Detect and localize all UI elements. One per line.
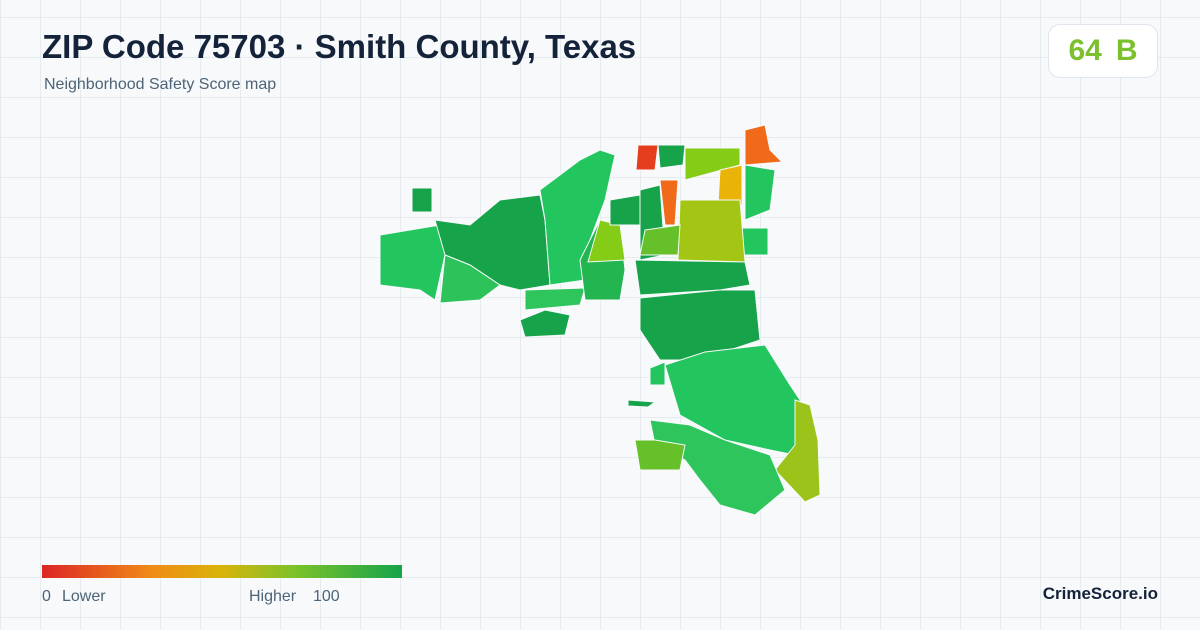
area [439,254,501,304]
area [774,399,821,503]
area [639,224,681,256]
area [411,187,433,213]
score-badge: 64 B [1048,24,1158,78]
area [379,224,446,301]
area [717,164,743,206]
score: 64 [1068,34,1102,67]
area [659,179,679,226]
area [744,164,776,221]
area [744,124,784,166]
area [635,144,659,171]
legend-max: 100 [313,588,340,605]
legend-gradient [42,565,402,578]
area [539,149,616,286]
brand: CrimeScore.io [1042,584,1158,603]
area [627,399,657,408]
area [677,199,746,263]
area [519,309,571,338]
grade: B [1115,34,1138,67]
area [634,259,751,296]
legend-min: 0 [42,588,51,605]
area [524,287,586,311]
legend-low-label: Lower [62,588,106,605]
area [609,194,641,226]
area [741,227,769,256]
subtitle: Neighborhood Safety Score map [44,76,277,93]
legend-high-label: Higher [249,588,297,605]
area [649,361,666,386]
area [634,439,686,471]
area [657,144,686,169]
title: ZIP Code 75703 · Smith County, Texas [42,28,637,65]
